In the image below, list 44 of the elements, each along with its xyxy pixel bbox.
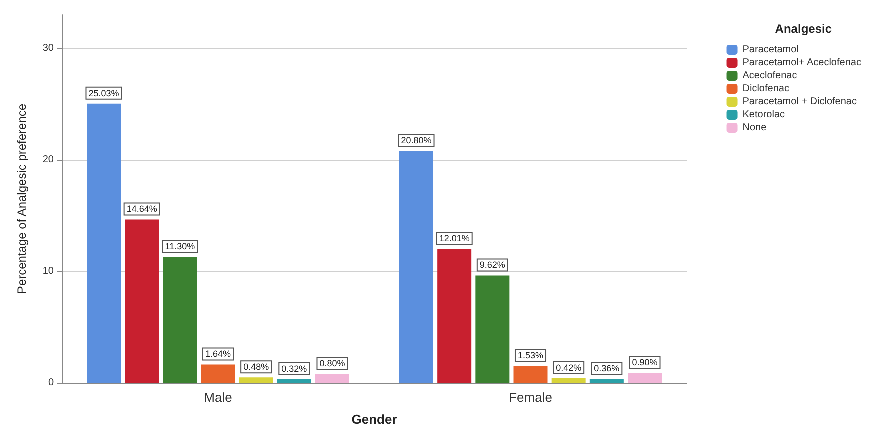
data-label: 14.64% [126, 204, 158, 214]
data-label: 1.53% [518, 350, 544, 360]
data-label: 0.42% [556, 362, 582, 373]
x-tick-label: Male [204, 390, 232, 405]
legend-title: Analgesic [775, 22, 832, 36]
bar [277, 379, 312, 383]
data-label: 11.30% [165, 241, 196, 252]
legend-label: None [742, 122, 768, 134]
data-label: 9.62% [480, 260, 506, 270]
bar [514, 366, 548, 383]
x-tick-label: Female [509, 390, 552, 405]
legend-label: Diclofenac [742, 84, 790, 94]
bar [125, 220, 160, 383]
bar [552, 378, 586, 383]
data-label: 12.01% [439, 234, 470, 244]
bar [590, 378, 624, 383]
x-axis-title: Gender [352, 412, 398, 427]
bar [239, 378, 274, 383]
bar [438, 249, 472, 383]
data-label: 20.80% [401, 136, 432, 146]
bar [476, 276, 510, 383]
y-tick-label: 20 [42, 154, 54, 166]
data-label: 0.90% [632, 357, 658, 368]
data-label: 0.36% [594, 363, 620, 374]
legend-label: Paracetamol [742, 44, 799, 56]
bar [201, 364, 236, 383]
bar [163, 256, 198, 383]
legend-label: Ketorolac [742, 110, 786, 120]
bar [400, 151, 434, 383]
y-tick-label: 0 [48, 378, 54, 388]
y-tick-label: 30 [42, 42, 54, 54]
data-label: 25.03% [88, 88, 120, 98]
legend-label: Paracetamol+ Aceclofenac [742, 58, 862, 68]
legend-label: Paracetamol + Diclofenac [742, 96, 857, 108]
data-label: 0.48% [244, 362, 270, 372]
bar [315, 374, 350, 383]
bar [87, 104, 122, 383]
data-label: 0.80% [320, 358, 346, 369]
data-label: 0.32% [282, 364, 308, 374]
y-tick-label: 10 [42, 266, 54, 277]
data-label: 1.64% [205, 349, 232, 360]
bar [628, 372, 662, 383]
y-axis-title: Percentage of Analgesic preference [15, 104, 29, 294]
legend-label: Aceclofenac [742, 70, 798, 82]
